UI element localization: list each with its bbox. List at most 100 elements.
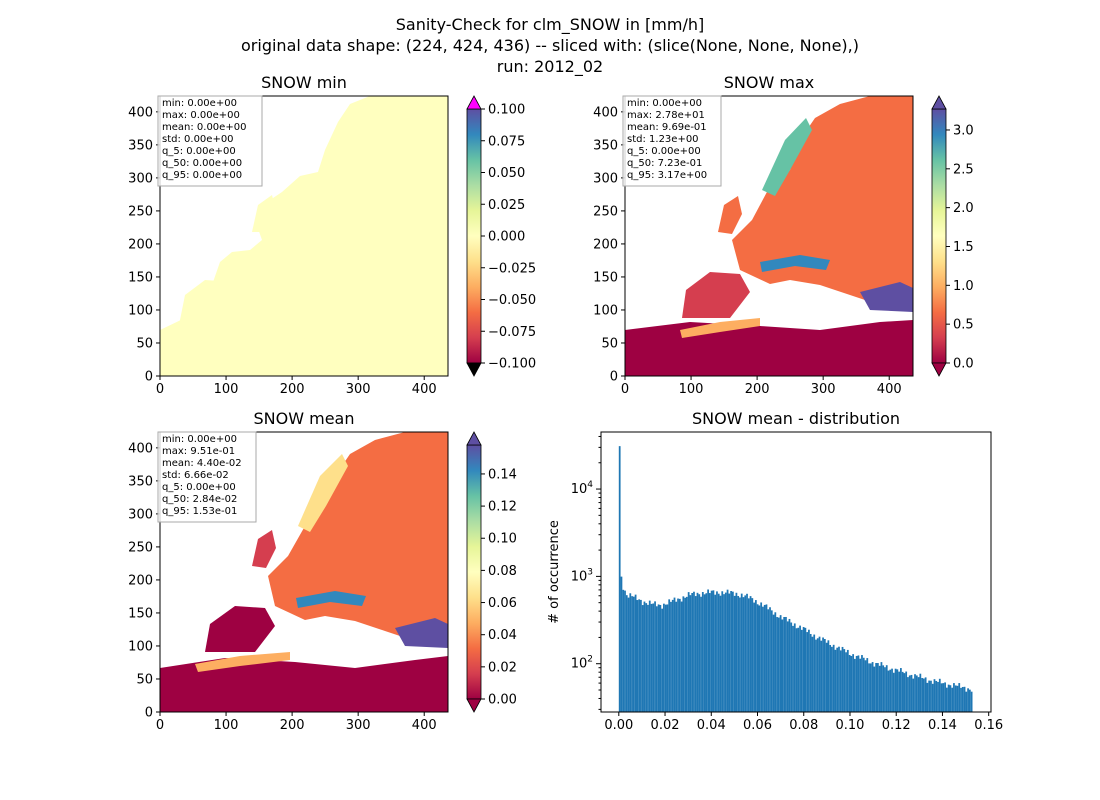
histogram-bar	[822, 637, 824, 712]
histogram-bar	[657, 604, 660, 712]
y-tick-label: 400	[128, 441, 153, 456]
histogram-bar	[829, 644, 832, 712]
histogram-bar	[951, 687, 954, 712]
y-tick-exponent: 4	[587, 480, 593, 490]
histogram-bar	[926, 682, 929, 712]
colorbar-ticks: 0.100 0.075 0.050 0.025 0.000 −0.025 −0.050 −0.…	[481, 103, 536, 372]
y-tick-label: 0	[145, 706, 153, 721]
colorbar: 0.100 0.075 0.050 0.025 0.000 −0.025 −0.050 −0.…	[466, 95, 536, 377]
histogram-bar	[664, 604, 667, 712]
panel-histogram: SNOW mean - distribution # of occurrence…	[547, 409, 1003, 733]
colorbar-ticks: 0.14 0.12 0.10 0.08 0.06 0.04 0.02 0.00	[481, 467, 517, 708]
stat-max: max: 9.51e-01	[162, 446, 235, 457]
histogram-bar	[795, 628, 798, 712]
north-africa-mountains	[195, 652, 290, 672]
y-tick-label: 350	[128, 474, 153, 489]
histogram-bar	[776, 617, 778, 712]
panel-title-snow-mean: SNOW mean	[254, 409, 355, 428]
colorbar-tick-label: 0.12	[488, 500, 517, 515]
colorbar-tick-label: −0.075	[488, 325, 536, 340]
stat-std: std: 6.66e-02	[162, 470, 229, 481]
histogram-bar	[648, 600, 651, 712]
histogram-bar	[712, 590, 715, 712]
histogram-bar	[855, 655, 858, 712]
histogram-bar	[896, 669, 899, 712]
stats-box-frame	[622, 95, 722, 187]
y-tick-label: 350	[128, 138, 153, 153]
histogram-bar	[740, 593, 743, 712]
x-tick-label: 0.12	[882, 718, 911, 733]
x-tick-label: 0.16	[974, 718, 1003, 733]
histogram-bar	[956, 685, 959, 712]
histogram-bar	[954, 685, 957, 712]
histogram-bar	[937, 681, 939, 712]
histogram-bar	[792, 625, 794, 712]
histogram-bar	[845, 652, 847, 712]
colorbar-extend-under	[466, 698, 482, 713]
histogram-bar	[848, 655, 851, 712]
histogram-bar	[777, 617, 780, 712]
y-axis: 0 50 100 150 200 250 300 350 400	[128, 441, 160, 721]
histogram-bar	[903, 673, 906, 712]
histogram-bar	[862, 657, 865, 712]
histogram-bar	[645, 603, 648, 712]
panel-snow-min: SNOW min 0 100 200 300 400 0 50 100 150 200 250 30…	[128, 73, 536, 397]
colorbar-tick-label: 0.04	[488, 628, 517, 643]
north-africa	[160, 330, 448, 376]
histogram-bar	[875, 663, 878, 712]
x-tick-label: 100	[214, 718, 239, 733]
colorbar-tick-label: 0.02	[488, 660, 517, 675]
histogram-bar	[834, 649, 837, 712]
stat-q5: q_5: 0.00e+00	[162, 146, 236, 157]
histogram-bar	[689, 595, 692, 712]
colorbar-body	[466, 108, 482, 364]
colorbar: 0.14 0.12 0.10 0.08 0.06 0.04 0.02 0.00	[466, 431, 517, 713]
suptitle-line-1: Sanity-Check for clm_SNOW in [mm/h]	[396, 15, 704, 35]
histogram-bar	[760, 602, 763, 712]
histogram-bar	[898, 671, 900, 712]
histogram-bar	[930, 680, 932, 712]
histogram-bar	[781, 619, 784, 712]
y-tick-label: 50	[601, 336, 618, 351]
y-tick-label: 200	[593, 237, 618, 252]
iberia	[205, 606, 275, 652]
histogram-bar	[816, 638, 819, 712]
histogram-bar	[737, 595, 740, 712]
histogram-bar	[884, 667, 886, 712]
histogram-bar	[663, 603, 665, 712]
colorbar-tick-label: 3.0	[953, 123, 974, 138]
suptitle-line-3: run: 2012_02	[497, 57, 603, 77]
stats-box-frame	[157, 431, 257, 523]
axes-frame	[159, 95, 449, 377]
histogram-bar	[800, 629, 803, 712]
histogram-bar	[891, 668, 893, 712]
histogram-bar	[735, 592, 738, 712]
histogram-bar	[907, 677, 909, 712]
colorbar-extend-over	[466, 431, 482, 446]
histogram-bar	[818, 636, 821, 712]
stat-std: std: 0.00e+00	[162, 134, 234, 145]
histogram-bar	[919, 673, 922, 712]
histogram-bar	[910, 674, 913, 712]
y-tick-label: 50	[136, 672, 153, 687]
colorbar-tick-label: 0.100	[488, 103, 525, 118]
histogram-bar	[701, 592, 704, 712]
histogram-bar	[894, 668, 897, 712]
histogram-bar	[887, 670, 890, 712]
stats-box: min: 0.00e+00 max: 9.51e-01 mean: 4.40e-…	[157, 431, 257, 523]
histogram-bar	[947, 684, 950, 712]
histogram-bar	[680, 601, 683, 712]
x-tick-label: 0.04	[697, 718, 726, 733]
histogram-bar	[691, 592, 694, 712]
colorbar-tick-label: 0.06	[488, 596, 517, 611]
histogram-bar	[852, 654, 855, 712]
x-tick-label: 0.06	[743, 718, 772, 733]
histogram-bar	[714, 594, 717, 712]
histogram-bar	[953, 683, 955, 712]
y-tick-label: 400	[593, 105, 618, 120]
histogram-bar	[880, 662, 883, 712]
histogram-bar	[762, 606, 764, 712]
y-tick-label: 100	[128, 639, 153, 654]
x-tick-label: 0.10	[836, 718, 865, 733]
